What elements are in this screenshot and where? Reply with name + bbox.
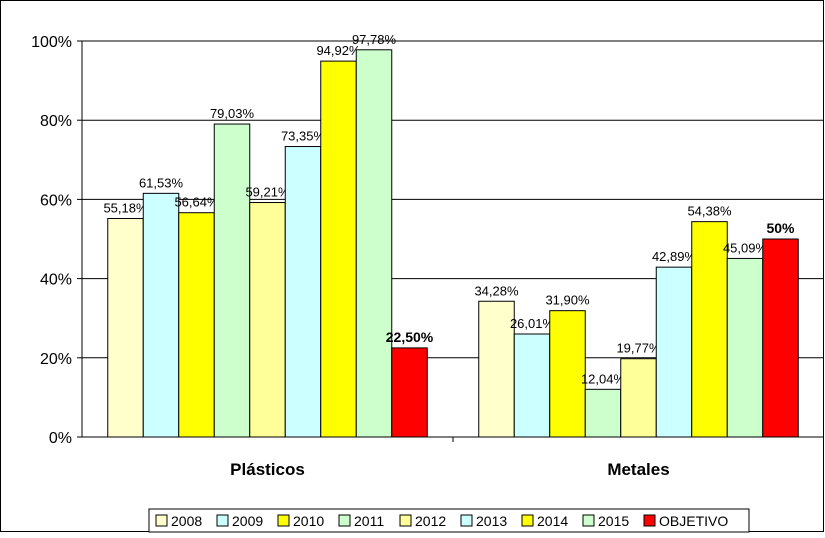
bar-2012-plasticos [249, 202, 286, 438]
bar-2009-metales [513, 333, 551, 438]
data-label: 73,35% [281, 129, 326, 144]
legend-swatch [155, 514, 168, 527]
bar-2012-metales [620, 358, 657, 438]
data-label: 59,21% [245, 185, 290, 200]
legend-swatch [460, 514, 473, 527]
legend-swatch [521, 514, 534, 527]
bar-2008-plasticos [107, 217, 144, 438]
data-label: 22,50% [386, 329, 434, 345]
bar-objetivo-metales [762, 238, 799, 438]
y-tick-label: 100% [31, 34, 72, 51]
bar-2015-plasticos [355, 49, 393, 438]
category-label: Plásticos [230, 460, 305, 479]
bar-2008-metales [478, 300, 515, 438]
data-label: 12,04% [581, 371, 626, 386]
bar-2009-plasticos [142, 192, 180, 438]
bar-2013-plasticos [284, 146, 322, 438]
y-tick-label: 80% [40, 113, 72, 130]
data-label: 19,77% [616, 341, 661, 356]
legend-swatch [399, 514, 412, 527]
bar-2010-metales [549, 310, 586, 438]
legend-swatch [582, 514, 595, 527]
legend-box [148, 508, 750, 533]
legend-entry: 2008 [171, 513, 202, 529]
data-label: 42,89% [652, 249, 697, 264]
data-label: 34,28% [474, 283, 519, 298]
data-label: 31,90% [545, 293, 590, 308]
legend-swatch [277, 514, 290, 527]
legend-entry: 2009 [232, 513, 263, 529]
data-label: 97,78% [352, 32, 397, 47]
legend-entry: 2011 [354, 513, 384, 529]
bar-2011-plasticos [213, 123, 251, 438]
y-tick-label: 40% [40, 272, 72, 289]
bar-2014-plasticos [320, 60, 357, 438]
data-label: 54,38% [687, 204, 732, 219]
bar-objetivo-plasticos [391, 347, 428, 438]
bar-2011-metales [584, 388, 622, 438]
bar-2010-plasticos [178, 212, 215, 438]
data-label: 45,09% [723, 240, 768, 255]
data-label: 55,18% [103, 200, 148, 215]
data-label: 50% [766, 220, 795, 236]
legend-entry: 2012 [415, 513, 446, 529]
y-tick-label: 0% [49, 430, 72, 447]
legend-swatch [338, 514, 351, 527]
category-label: Metales [607, 460, 669, 479]
legend-swatch [643, 514, 656, 527]
data-label: 61,53% [139, 175, 184, 190]
legend-entry: 2013 [476, 513, 507, 529]
legend-entry: 2015 [598, 513, 629, 529]
legend-entry: 2014 [537, 513, 568, 529]
legend-entry: OBJETIVO [659, 513, 728, 529]
data-label: 79,03% [210, 106, 255, 121]
bar-2014-metales [691, 221, 728, 438]
data-label: 56,64% [174, 195, 219, 210]
bar-2015-metales [726, 257, 764, 438]
y-tick-label: 20% [40, 351, 72, 368]
data-label: 94,92% [316, 43, 361, 58]
bar-2013-metales [655, 266, 693, 438]
data-label: 26,01% [510, 316, 555, 331]
legend-swatch [216, 514, 229, 527]
y-tick-label: 60% [40, 192, 72, 209]
legend-entry: 2010 [293, 513, 324, 529]
